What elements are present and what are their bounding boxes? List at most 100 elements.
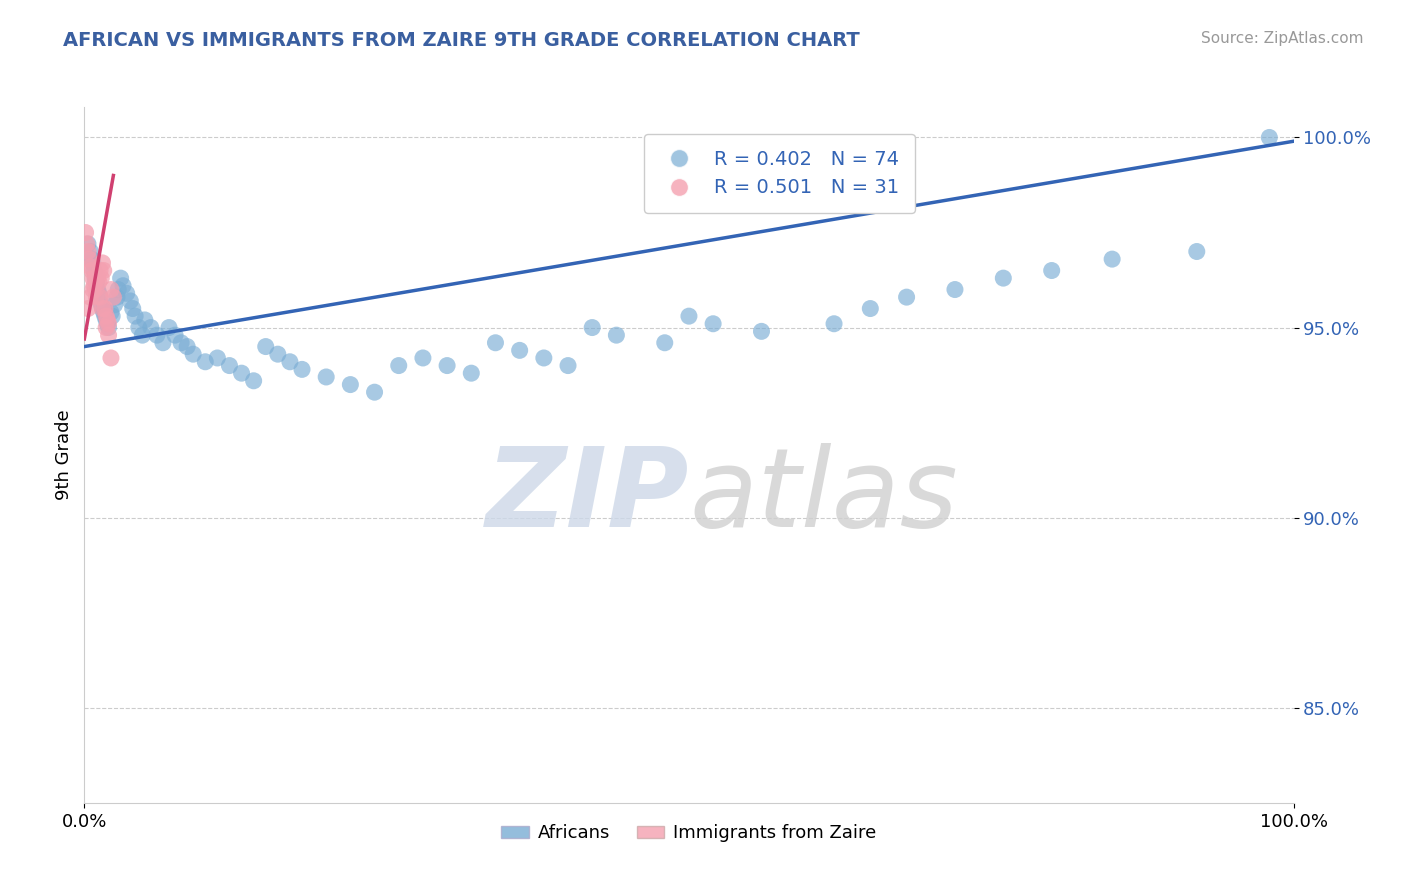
Point [460, 366, 482, 380]
Point [654, 335, 676, 350]
Point [90, 271, 112, 285]
Point [79, 244, 101, 259]
Point [605, 328, 627, 343]
Point [751, 324, 773, 338]
Point [100, 351, 122, 365]
Point [121, 301, 143, 316]
Point [89, 290, 111, 304]
Point [436, 359, 458, 373]
Point [1101, 252, 1123, 266]
Point [181, 347, 204, 361]
Point [89, 263, 111, 277]
Point [103, 290, 125, 304]
Point [218, 359, 240, 373]
Point [139, 320, 162, 334]
Point [79, 260, 101, 274]
Point [896, 290, 918, 304]
Point [86, 290, 108, 304]
Point [91, 301, 114, 316]
Point [97, 317, 120, 331]
Point [82, 271, 104, 285]
Point [94, 309, 117, 323]
Point [87, 275, 110, 289]
Point [231, 366, 253, 380]
Point [86, 271, 108, 285]
Point [100, 283, 122, 297]
Point [94, 313, 117, 327]
Point [115, 286, 138, 301]
Point [124, 309, 146, 323]
Point [110, 271, 132, 285]
Point [484, 335, 506, 350]
Point [242, 374, 264, 388]
Point [84, 271, 107, 285]
Point [79, 290, 101, 304]
Point [82, 283, 104, 297]
Point [207, 351, 229, 365]
Point [97, 320, 120, 334]
Point [77, 252, 100, 266]
Point [84, 283, 107, 297]
Point [339, 377, 361, 392]
Point [412, 351, 434, 365]
Point [105, 290, 128, 304]
Point [1185, 244, 1208, 259]
Point [83, 278, 105, 293]
Text: AFRICAN VS IMMIGRANTS FROM ZAIRE 9TH GRADE CORRELATION CHART: AFRICAN VS IMMIGRANTS FROM ZAIRE 9TH GRA… [63, 31, 860, 50]
Point [254, 340, 277, 354]
Point [86, 283, 108, 297]
Text: ZIP: ZIP [485, 443, 689, 550]
Point [100, 305, 122, 319]
Legend: Africans, Immigrants from Zaire: Africans, Immigrants from Zaire [495, 817, 883, 849]
Point [134, 313, 156, 327]
Point [120, 293, 142, 308]
Point [1040, 263, 1063, 277]
Point [557, 359, 579, 373]
Point [194, 355, 217, 369]
Point [291, 362, 314, 376]
Point [94, 320, 117, 334]
Point [84, 271, 107, 285]
Point [77, 236, 100, 251]
Point [80, 263, 103, 277]
Point [94, 309, 117, 323]
Point [128, 320, 150, 334]
Point [94, 301, 117, 316]
Point [176, 340, 198, 354]
Point [678, 309, 700, 323]
Point [315, 370, 337, 384]
Point [165, 328, 187, 343]
Point [89, 290, 111, 304]
Point [157, 320, 180, 334]
Point [581, 320, 603, 334]
Point [278, 355, 301, 369]
Point [533, 351, 555, 365]
Point [146, 328, 169, 343]
Point [93, 263, 115, 277]
Point [152, 335, 174, 350]
Point [823, 317, 845, 331]
Point [943, 283, 966, 297]
Point [104, 298, 127, 312]
Point [82, 256, 104, 270]
Point [77, 244, 100, 259]
Point [90, 298, 112, 312]
Point [97, 328, 120, 343]
Text: atlas: atlas [689, 443, 957, 550]
Point [388, 359, 411, 373]
Point [77, 301, 100, 316]
Point [131, 328, 153, 343]
Point [91, 301, 114, 316]
Point [267, 347, 290, 361]
Point [91, 256, 114, 270]
Point [170, 335, 193, 350]
Text: Source: ZipAtlas.com: Source: ZipAtlas.com [1201, 31, 1364, 46]
Point [1258, 130, 1281, 145]
Point [96, 313, 118, 327]
Point [83, 263, 105, 277]
Point [107, 283, 129, 297]
Point [363, 385, 385, 400]
Point [702, 317, 724, 331]
Point [80, 252, 103, 266]
Point [75, 226, 97, 240]
